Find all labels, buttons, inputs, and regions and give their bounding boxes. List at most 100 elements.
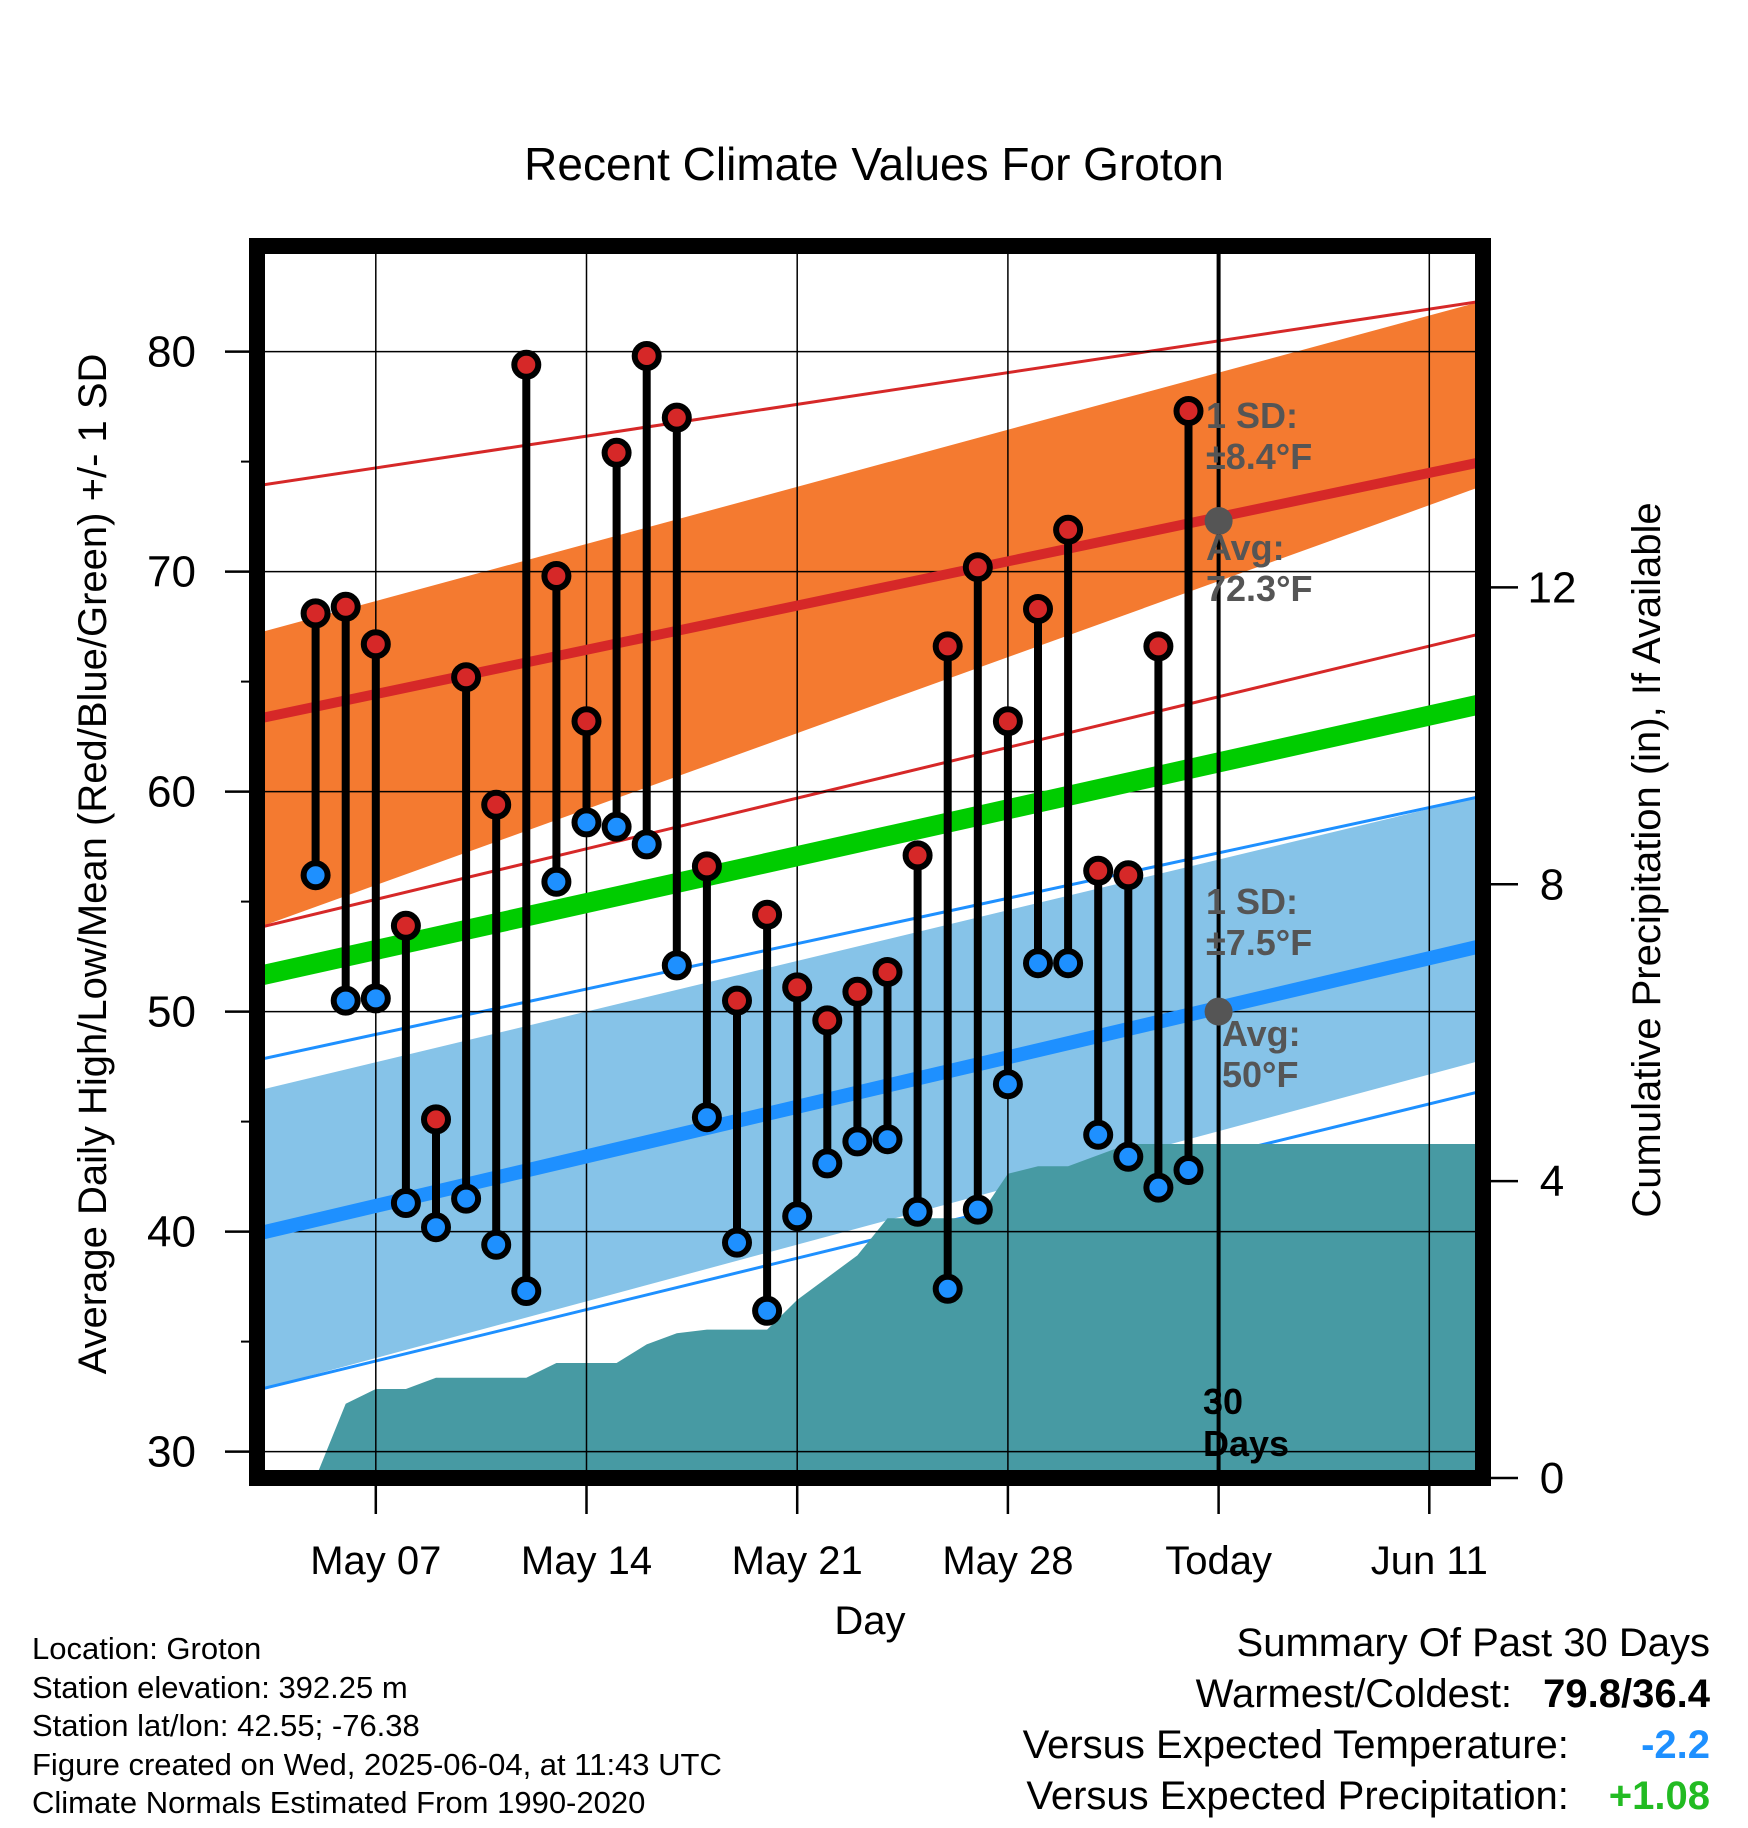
daily-high-point bbox=[360, 629, 391, 660]
daily-low-point bbox=[631, 829, 662, 860]
y-tick-label: 70 bbox=[147, 548, 196, 597]
low-sd-label: 1 SD: bbox=[1206, 881, 1298, 922]
x-tick-label: May 14 bbox=[521, 1539, 652, 1583]
y2-tick-label: 8 bbox=[1540, 860, 1564, 909]
x-tick-label: May 21 bbox=[732, 1539, 863, 1583]
daily-high-point bbox=[842, 976, 873, 1007]
y-axis-label: Average Daily High/Low/Mean (Red/Blue/Gr… bbox=[71, 354, 115, 1375]
daily-high-point bbox=[902, 840, 933, 871]
daily-high-point bbox=[992, 706, 1023, 737]
x-tick-label: May 28 bbox=[942, 1539, 1073, 1583]
daily-high-point bbox=[601, 437, 632, 468]
warm-cold-label: Warmest/Coldest: bbox=[1195, 1672, 1513, 1716]
high-sd-label: 1 SD: bbox=[1206, 395, 1298, 436]
high-sd-band bbox=[257, 301, 1483, 928]
daily-high-point bbox=[571, 706, 602, 737]
daily-low-point bbox=[300, 860, 331, 891]
chart-title: Recent Climate Values For Groton bbox=[524, 138, 1224, 190]
summary-warm-cold: Warmest/Coldest: 79.8/36.4 bbox=[1023, 1669, 1710, 1720]
precip-label: Versus Expected Precipitation: bbox=[1026, 1774, 1569, 1818]
daily-low-point bbox=[330, 985, 361, 1016]
daily-high-point bbox=[932, 631, 963, 662]
daily-low-point bbox=[481, 1229, 512, 1260]
daily-low-point bbox=[661, 950, 692, 981]
daily-high-point bbox=[300, 598, 331, 629]
daily-low-point bbox=[421, 1212, 451, 1243]
elevation-text: Station elevation: 392.25 m bbox=[32, 1669, 408, 1705]
daily-low-point bbox=[1083, 1119, 1114, 1150]
low-avg-label: Avg: bbox=[1222, 1013, 1301, 1054]
location-text: Location: Groton bbox=[32, 1631, 262, 1666]
low-avg-value: 50°F bbox=[1222, 1054, 1298, 1095]
daily-low-point bbox=[782, 1201, 813, 1232]
daily-high-point bbox=[1173, 396, 1204, 426]
high-avg-label: Avg: bbox=[1206, 527, 1285, 568]
precip-value: +1.08 bbox=[1608, 1774, 1710, 1818]
daily-high-point bbox=[872, 957, 903, 987]
daily-low-point bbox=[1023, 948, 1053, 979]
daily-low-point bbox=[992, 1069, 1023, 1100]
y-tick-label: 50 bbox=[147, 988, 196, 1037]
daily-low-point bbox=[1113, 1141, 1144, 1172]
today-low-avg-marker bbox=[1204, 997, 1233, 1026]
daily-high-point bbox=[330, 591, 361, 622]
daily-high-point bbox=[812, 1005, 843, 1036]
daily-high-point bbox=[1023, 594, 1053, 624]
high-avg-value: 72.3°F bbox=[1206, 568, 1312, 609]
y2-tick-label: 0 bbox=[1540, 1454, 1564, 1503]
daily-low-point bbox=[752, 1295, 783, 1326]
x-axis-label: Day bbox=[834, 1599, 905, 1643]
daily-low-point bbox=[541, 866, 572, 897]
daily-high-point bbox=[451, 662, 482, 693]
daily-high-point bbox=[1113, 860, 1144, 891]
mean-avg-line bbox=[257, 693, 1483, 987]
daily-low-point bbox=[872, 1124, 903, 1155]
daily-low-point bbox=[390, 1188, 421, 1218]
y-tick-label: 60 bbox=[147, 768, 196, 817]
latlon-text: Station lat/lon: 42.55; -76.38 bbox=[32, 1708, 420, 1743]
period-label-number: 30 bbox=[1203, 1381, 1243, 1422]
daily-high-point bbox=[1143, 631, 1174, 662]
daily-high-point bbox=[782, 972, 813, 1003]
y2-tick-label: 4 bbox=[1540, 1157, 1564, 1206]
y-tick-label: 80 bbox=[147, 328, 196, 377]
x-tick-label: Jun 11 bbox=[1371, 1539, 1488, 1583]
y2-axis-label: Cumulative Precipitation (in), If Availa… bbox=[1625, 502, 1669, 1217]
daily-high-point bbox=[752, 899, 783, 930]
low-sd-value: ±7.5°F bbox=[1206, 922, 1312, 963]
daily-high-point bbox=[390, 910, 421, 941]
created-text: Figure created on Wed, 2025-06-04, at 11… bbox=[32, 1746, 722, 1782]
daily-low-point bbox=[842, 1126, 873, 1157]
temp-value: -2.2 bbox=[1641, 1723, 1710, 1767]
normals-text: Climate Normals Estimated From 1990-2020 bbox=[32, 1785, 646, 1820]
y-tick-label: 40 bbox=[147, 1208, 196, 1257]
summary-temp: Versus Expected Temperature: -2.2 bbox=[1023, 1720, 1710, 1771]
daily-high-point bbox=[421, 1104, 451, 1135]
daily-high-point bbox=[722, 985, 752, 1016]
summary-panel: Summary Of Past 30 Days Warmest/Coldest:… bbox=[1023, 1618, 1710, 1822]
temp-label: Versus Expected Temperature: bbox=[1022, 1723, 1569, 1767]
daily-low-point bbox=[691, 1102, 722, 1133]
x-tick-label: May 07 bbox=[310, 1539, 441, 1583]
daily-low-point bbox=[1053, 948, 1084, 979]
daily-low-point bbox=[360, 983, 391, 1014]
high-sd-upper-edge bbox=[257, 299, 1483, 488]
station-info: Location: Groton Station elevation: 392.… bbox=[32, 1630, 722, 1823]
daily-low-point bbox=[1173, 1155, 1204, 1185]
daily-low-point bbox=[451, 1183, 482, 1214]
y2-tick-label: 12 bbox=[1528, 563, 1577, 612]
precip-area bbox=[285, 1144, 1483, 1478]
high-sd-lower-edge bbox=[257, 631, 1483, 930]
daily-high-point bbox=[1083, 855, 1114, 886]
daily-low-point bbox=[812, 1148, 843, 1179]
daily-high-point bbox=[1053, 514, 1084, 545]
daily-low-point bbox=[601, 811, 632, 842]
y-tick-label: 30 bbox=[147, 1428, 196, 1477]
daily-low-point bbox=[1143, 1172, 1174, 1203]
daily-low-point bbox=[722, 1227, 752, 1258]
low-sd-upper-edge bbox=[257, 794, 1483, 1062]
daily-high-point bbox=[511, 349, 542, 380]
summary-heading: Summary Of Past 30 Days bbox=[1236, 1621, 1710, 1665]
